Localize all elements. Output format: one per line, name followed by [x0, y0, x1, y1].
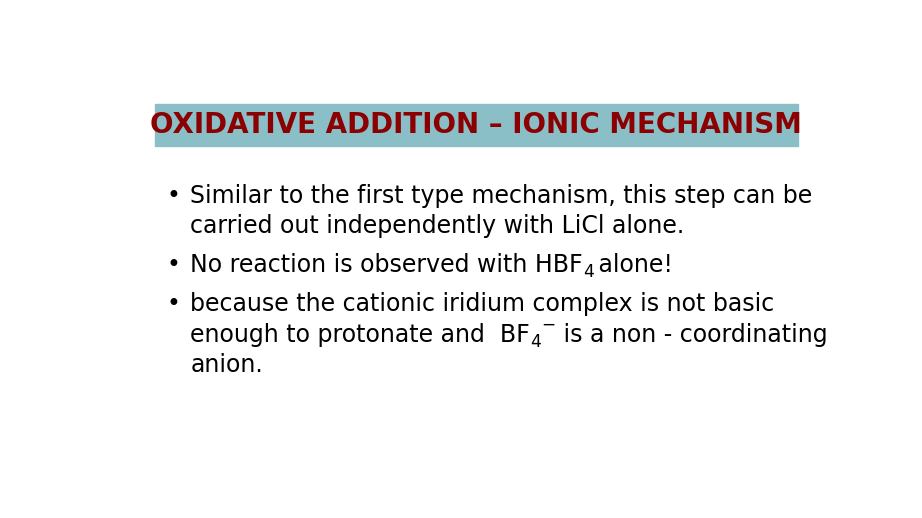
Text: carried out independently with LiCl alone.: carried out independently with LiCl alon…	[190, 214, 684, 238]
Text: •: •	[167, 253, 181, 277]
Text: −: −	[541, 315, 556, 334]
Text: Similar to the first type mechanism, this step can be: Similar to the first type mechanism, thi…	[190, 184, 812, 208]
Text: OXIDATIVE ADDITION – IONIC MECHANISM: OXIDATIVE ADDITION – IONIC MECHANISM	[150, 111, 802, 139]
Text: enough to protonate and  BF: enough to protonate and BF	[190, 323, 530, 347]
Text: •: •	[167, 292, 181, 316]
Text: 4: 4	[583, 263, 594, 281]
Text: is a non - coordinating: is a non - coordinating	[557, 323, 828, 347]
Text: No reaction is observed with HBF: No reaction is observed with HBF	[190, 253, 583, 277]
Text: anion.: anion.	[190, 353, 263, 377]
Text: alone!: alone!	[591, 253, 673, 277]
Text: because the cationic iridium complex is not basic: because the cationic iridium complex is …	[190, 292, 774, 316]
FancyBboxPatch shape	[155, 104, 798, 146]
Text: 4: 4	[530, 333, 541, 351]
Text: •: •	[167, 184, 181, 208]
